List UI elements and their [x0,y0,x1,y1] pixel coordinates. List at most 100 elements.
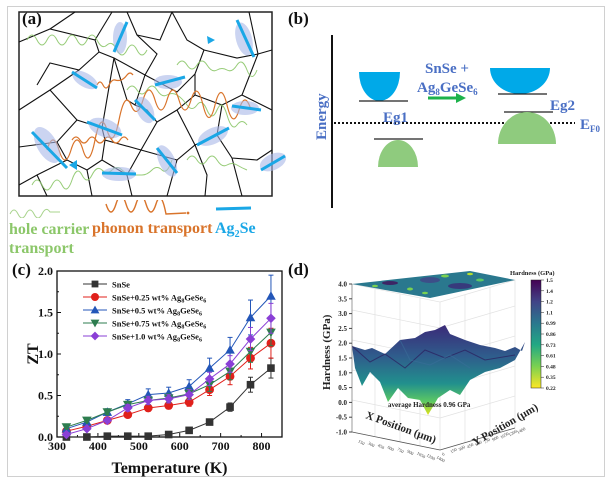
y-tick-label: 1400 [516,426,527,435]
conduction-band-2 [490,68,550,94]
ag2se-sub: 2 [234,229,240,241]
z-tick-label: 0.0 [338,399,347,407]
panel-b-label: (b) [288,9,309,28]
x-tick-label: 1200 [426,453,437,462]
x-tick-label: 800 [253,439,271,453]
data-point [83,433,91,441]
x-tick-label: 150 [357,439,366,447]
data-point [205,418,214,426]
data-point [61,429,72,440]
energy-axis-label: Energy [314,93,330,140]
process-line-2: Ag8GeSe6 [417,80,478,97]
colorbar-title: Hardness (GPa) [510,270,555,277]
data-point [61,423,72,432]
colorbar-tick-label: 1.4 [546,289,553,295]
y-axis-label: ZT [25,343,42,365]
y-tick-label: 1.5 [38,306,53,320]
data-point [184,389,194,400]
legend-phonon-label: phonon transport [92,220,213,237]
legend-label: SnSe+0.25 wt% Ag8GeSe6 [112,293,206,305]
data-point [204,374,215,384]
x-tick-label: 300 [48,439,66,453]
data-point [143,395,154,406]
panel-c-zt-chart: 300 400 500 600 700 800 0.0 0.5 1.0 1.5 2.0 Tempera… [25,264,283,477]
z-tick-label: -0.5 [336,414,348,422]
legend-marker [91,293,99,301]
data-point [102,408,113,417]
data-point [267,364,275,372]
x-tick-label: 700 [212,439,230,453]
series-1 [62,327,276,436]
y-tick-label: 300 [458,444,467,452]
legend-marker [90,331,100,341]
panel-a-border [18,11,273,197]
x-axis-ticks: 150 300 450 600 750 900 1050 1200 1400 [357,439,446,464]
panel-d-label: (d) [288,260,309,279]
colorbar-tick-label: 1.5 [546,278,553,284]
y-tick-label: 1050 [499,431,510,440]
y-tick-label: 2.0 [38,264,53,278]
valence-band-2 [498,112,556,144]
process-line-1: SnSe + [425,61,469,77]
data-point [245,312,256,322]
z-tick-label: 3.5 [338,295,347,303]
z-tick-label: 1.5 [338,355,347,363]
y-tick-label: 600 [474,439,483,447]
valence-band-1 [378,140,418,167]
z-tick-label: 0.5 [338,384,347,392]
top-map-spots [372,272,484,295]
data-point [226,403,234,411]
figure-frame [7,6,605,477]
colorbar-tick-label: 0.35 [546,375,556,381]
y-tick-label: 1.0 [38,347,53,361]
ag2se-precipitates [30,19,287,181]
colorbar-tick-label: 0.73 [546,343,556,349]
data-point [144,432,153,440]
eg2-label: Eg2 [550,98,575,114]
data-point [82,423,92,434]
ag2se-main: Ag [215,220,235,237]
x-tick-label: 1400 [436,455,447,464]
y-tick-label: 450 [466,441,475,449]
x-axis-label: Temperature (K) [112,460,228,477]
data-point [225,359,235,369]
x-tick-label: 300 [367,441,376,449]
top-projection-map [352,271,515,298]
y-tick-label: 0.5 [38,389,53,403]
process-arrow-head [456,93,466,103]
z-axis-label: Hardness (GPa) [321,314,333,390]
x-tick-label: 600 [171,439,189,453]
z-tick-label: 2.5 [338,325,347,333]
data-point [245,347,256,357]
y-axis-label: Y Position (μm) [471,401,541,448]
colorbar-tick-label: 1.1 [546,310,553,316]
data-point [245,334,256,344]
legend-marker [90,305,100,314]
x-tick-label: 600 [387,445,396,453]
conduction-band-1 [359,72,400,101]
data-point [143,403,153,413]
data-point [204,363,215,372]
data-point [246,380,255,389]
x-tick-label: 400 [89,439,107,453]
data-point [123,432,132,440]
data-point [122,403,133,413]
y-tick-label: 750 [483,437,492,445]
eg1-label: Eg1 [383,110,408,126]
legend-hole-line [9,208,60,218]
legend-marker [91,280,99,288]
data-point [266,291,276,300]
z-tick-label: 4.0 [338,281,347,289]
z-tick-label: 1.0 [338,369,347,377]
z-tick-label: 3.0 [338,310,347,318]
z-axis-ticks: 4.0 3.5 3.0 2.5 2.0 1.5 1.0 0.5 0.0 -0.5 -1.0 [336,281,352,437]
colorbar-tick-label: 0.22 [546,386,556,392]
data-point [123,410,133,419]
data-point [82,416,92,426]
data-point [184,381,194,391]
hardness-surface [352,325,525,415]
legend-hole-text-1: hole carrier [9,221,90,238]
series-4 [61,302,276,440]
y-tick-label: 150 [449,446,458,454]
fermi-label: EF0 [580,117,601,134]
